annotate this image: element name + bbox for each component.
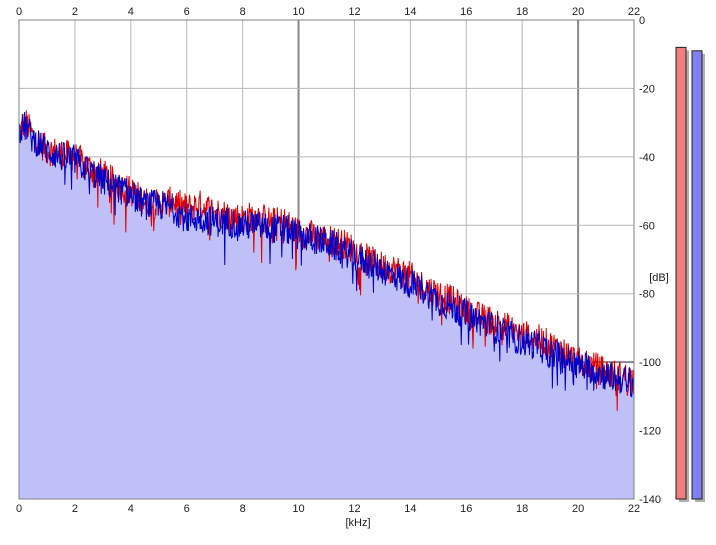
level-meter-bar [691, 50, 703, 500]
x-tick-label-top: 14 [404, 6, 416, 18]
x-tick-label-top: 16 [460, 6, 472, 18]
y-tick-label: -60 [639, 220, 655, 232]
x-tick-label-bottom: 2 [72, 503, 78, 515]
x-tick-label-bottom: 12 [348, 503, 360, 515]
y-tick-label: -80 [639, 289, 655, 301]
x-tick-label-bottom: 22 [628, 503, 640, 515]
y-tick-label: -40 [639, 152, 655, 164]
x-tick-label-top: 12 [348, 6, 360, 18]
x-tick-labels-top: 0 2 4 6 8 10 12 14 16 18 20 22 [16, 6, 640, 18]
x-tick-label-top: 0 [16, 6, 22, 18]
x-tick-label-bottom: 14 [404, 503, 416, 515]
level-meters [675, 46, 705, 503]
y-tick-label: -20 [639, 83, 655, 95]
x-tick-label-bottom: 0 [16, 503, 22, 515]
x-tick-label-bottom: 20 [572, 503, 584, 515]
y-tick-label: -100 [639, 357, 661, 369]
series-line-blue [18, 111, 635, 398]
x-tick-label-top: 18 [516, 6, 528, 18]
x-tick-label-top: 8 [240, 6, 246, 18]
x-tick-label-bottom: 10 [292, 503, 304, 515]
x-tick-label-bottom: 8 [240, 503, 246, 515]
x-tick-label-top: 2 [72, 6, 78, 18]
x-tick-label-bottom: 6 [184, 503, 190, 515]
x-axis-label: [kHz] [345, 517, 370, 529]
x-tick-label-top: 10 [292, 6, 304, 18]
y-axis-label: [dB] [649, 272, 669, 284]
x-tick-labels-bottom: 0 2 4 6 8 10 12 14 16 18 20 22 [16, 503, 640, 515]
x-tick-label-top: 22 [628, 6, 640, 18]
x-tick-label-top: 4 [128, 6, 134, 18]
spectrum-area [19, 110, 634, 500]
x-tick-label-bottom: 18 [516, 503, 528, 515]
x-tick-label-top: 20 [572, 6, 584, 18]
y-tick-label: -120 [639, 426, 661, 438]
x-tick-label-bottom: 4 [128, 503, 134, 515]
plot-border [18, 19, 635, 500]
x-tick-label-bottom: 16 [460, 503, 472, 515]
spectrum-fill [19, 110, 634, 500]
y-tick-labels: 0 -20 -40 -60 -80 -100 -120 -140 [639, 15, 661, 506]
x-tick-label-top: 6 [184, 6, 190, 18]
level-meter-bar [675, 46, 687, 500]
y-tick-label: 0 [639, 15, 645, 27]
series-layer [18, 110, 635, 411]
y-tick-label: -140 [639, 494, 661, 506]
